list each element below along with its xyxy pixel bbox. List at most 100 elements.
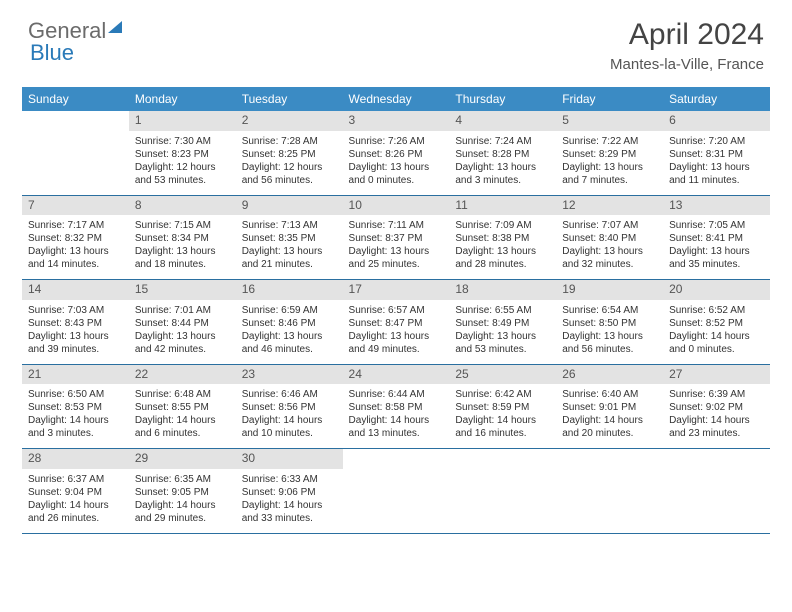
day-content: Sunrise: 6:42 AMSunset: 8:59 PMDaylight:… (449, 384, 556, 448)
day-line: Sunrise: 7:24 AM (455, 135, 550, 148)
day-number: 15 (129, 280, 236, 300)
day-number: 12 (556, 196, 663, 216)
day-line: Sunset: 8:29 PM (562, 148, 657, 161)
day-line: Daylight: 14 hours (669, 414, 764, 427)
day-content: Sunrise: 6:48 AMSunset: 8:55 PMDaylight:… (129, 384, 236, 448)
day-line: and 21 minutes. (242, 258, 337, 271)
day-line: Daylight: 14 hours (562, 414, 657, 427)
day-number: 26 (556, 365, 663, 385)
day-cell: 10Sunrise: 7:11 AMSunset: 8:37 PMDayligh… (343, 195, 450, 280)
day-content: Sunrise: 7:17 AMSunset: 8:32 PMDaylight:… (22, 215, 129, 279)
day-number: 11 (449, 196, 556, 216)
day-cell: 3Sunrise: 7:26 AMSunset: 8:26 PMDaylight… (343, 111, 450, 195)
day-number: 7 (22, 196, 129, 216)
day-line: Daylight: 13 hours (242, 245, 337, 258)
day-line: Sunrise: 7:09 AM (455, 219, 550, 232)
day-line: Sunrise: 7:30 AM (135, 135, 230, 148)
day-number: 5 (556, 111, 663, 131)
day-line: Daylight: 13 hours (135, 245, 230, 258)
day-line: and 23 minutes. (669, 427, 764, 440)
day-cell: 13Sunrise: 7:05 AMSunset: 8:41 PMDayligh… (663, 195, 770, 280)
day-number: 24 (343, 365, 450, 385)
day-cell: 22Sunrise: 6:48 AMSunset: 8:55 PMDayligh… (129, 364, 236, 449)
day-line: Sunset: 8:46 PM (242, 317, 337, 330)
day-content: Sunrise: 7:07 AMSunset: 8:40 PMDaylight:… (556, 215, 663, 279)
day-line: Sunset: 8:25 PM (242, 148, 337, 161)
day-line: and 56 minutes. (562, 343, 657, 356)
day-line: Sunset: 8:26 PM (349, 148, 444, 161)
logo-text-blue: Blue (30, 40, 74, 66)
day-number: 2 (236, 111, 343, 131)
day-number: 6 (663, 111, 770, 131)
dow-mon: Monday (129, 87, 236, 111)
day-line: Sunset: 8:43 PM (28, 317, 123, 330)
day-line: Sunset: 8:28 PM (455, 148, 550, 161)
day-number: 25 (449, 365, 556, 385)
day-line: and 18 minutes. (135, 258, 230, 271)
day-cell: 23Sunrise: 6:46 AMSunset: 8:56 PMDayligh… (236, 364, 343, 449)
day-line: Sunrise: 7:28 AM (242, 135, 337, 148)
day-line: Sunset: 8:37 PM (349, 232, 444, 245)
day-line: Sunrise: 6:55 AM (455, 304, 550, 317)
day-line: Sunrise: 7:26 AM (349, 135, 444, 148)
day-number: 18 (449, 280, 556, 300)
day-line: Sunrise: 7:20 AM (669, 135, 764, 148)
day-line: Daylight: 13 hours (455, 161, 550, 174)
day-content: Sunrise: 7:26 AMSunset: 8:26 PMDaylight:… (343, 131, 450, 195)
day-line: Sunrise: 6:42 AM (455, 388, 550, 401)
day-number: 30 (236, 449, 343, 469)
day-content: Sunrise: 6:54 AMSunset: 8:50 PMDaylight:… (556, 300, 663, 364)
day-line: Sunrise: 7:01 AM (135, 304, 230, 317)
day-line: Daylight: 14 hours (135, 414, 230, 427)
day-content: Sunrise: 6:33 AMSunset: 9:06 PMDaylight:… (236, 469, 343, 533)
day-line: and 25 minutes. (349, 258, 444, 271)
day-cell: 30Sunrise: 6:33 AMSunset: 9:06 PMDayligh… (236, 449, 343, 534)
dow-fri: Friday (556, 87, 663, 111)
day-cell: 18Sunrise: 6:55 AMSunset: 8:49 PMDayligh… (449, 280, 556, 365)
day-line: and 10 minutes. (242, 427, 337, 440)
day-content: Sunrise: 7:01 AMSunset: 8:44 PMDaylight:… (129, 300, 236, 364)
day-line: Daylight: 13 hours (28, 245, 123, 258)
day-line: Sunset: 8:41 PM (669, 232, 764, 245)
day-cell: 16Sunrise: 6:59 AMSunset: 8:46 PMDayligh… (236, 280, 343, 365)
day-line: Sunrise: 6:54 AM (562, 304, 657, 317)
day-line: Sunrise: 6:50 AM (28, 388, 123, 401)
day-line: Daylight: 13 hours (562, 330, 657, 343)
dow-tue: Tuesday (236, 87, 343, 111)
day-number: 21 (22, 365, 129, 385)
day-line: Daylight: 14 hours (28, 414, 123, 427)
day-line: Sunrise: 7:17 AM (28, 219, 123, 232)
day-line: Daylight: 14 hours (242, 499, 337, 512)
day-line: Daylight: 13 hours (349, 161, 444, 174)
day-cell (663, 449, 770, 534)
day-content: Sunrise: 7:05 AMSunset: 8:41 PMDaylight:… (663, 215, 770, 279)
day-line: and 0 minutes. (669, 343, 764, 356)
day-cell: 9Sunrise: 7:13 AMSunset: 8:35 PMDaylight… (236, 195, 343, 280)
day-line: Daylight: 13 hours (562, 245, 657, 258)
day-number: 23 (236, 365, 343, 385)
day-number: 29 (129, 449, 236, 469)
day-line: and 13 minutes. (349, 427, 444, 440)
day-content: Sunrise: 6:52 AMSunset: 8:52 PMDaylight:… (663, 300, 770, 364)
day-line: Sunrise: 6:40 AM (562, 388, 657, 401)
day-cell (22, 111, 129, 195)
day-line: Sunrise: 6:39 AM (669, 388, 764, 401)
week-row: 14Sunrise: 7:03 AMSunset: 8:43 PMDayligh… (22, 280, 770, 365)
day-line: Sunset: 8:50 PM (562, 317, 657, 330)
day-cell: 29Sunrise: 6:35 AMSunset: 9:05 PMDayligh… (129, 449, 236, 534)
day-number: 13 (663, 196, 770, 216)
day-number: 20 (663, 280, 770, 300)
day-number: 16 (236, 280, 343, 300)
day-line: Daylight: 13 hours (349, 245, 444, 258)
day-line: and 56 minutes. (242, 174, 337, 187)
day-number: 9 (236, 196, 343, 216)
day-cell: 14Sunrise: 7:03 AMSunset: 8:43 PMDayligh… (22, 280, 129, 365)
day-line: Sunset: 8:59 PM (455, 401, 550, 414)
day-content: Sunrise: 6:44 AMSunset: 8:58 PMDaylight:… (343, 384, 450, 448)
dow-wed: Wednesday (343, 87, 450, 111)
day-cell: 4Sunrise: 7:24 AMSunset: 8:28 PMDaylight… (449, 111, 556, 195)
day-line: Daylight: 13 hours (455, 245, 550, 258)
day-line: Sunset: 8:32 PM (28, 232, 123, 245)
day-line: Sunrise: 6:59 AM (242, 304, 337, 317)
day-line: Daylight: 13 hours (28, 330, 123, 343)
